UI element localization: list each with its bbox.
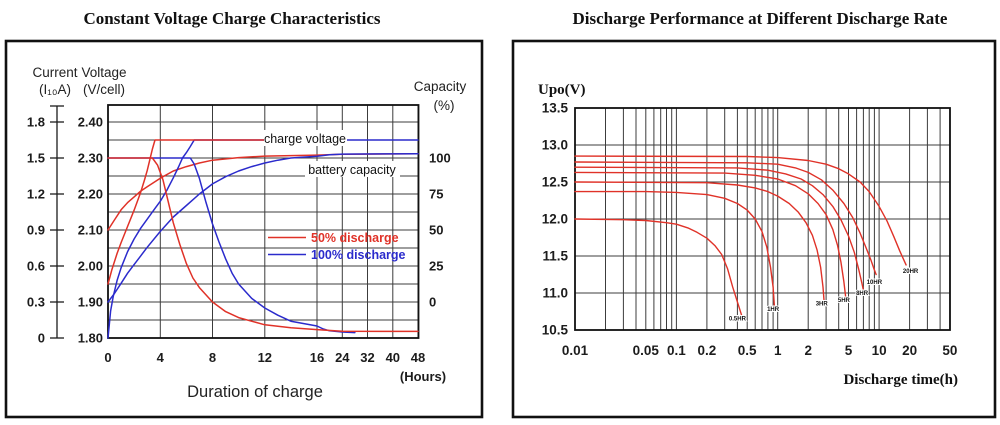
left-chart-title: Constant Voltage Charge Characteristics	[84, 9, 381, 28]
rate-label-10hr: 10HR	[867, 280, 883, 286]
left-plot-border	[107, 104, 420, 339]
current-tick-label: 0	[38, 331, 45, 346]
rate-label-0.5hr: 0.5HR	[729, 316, 747, 322]
current-scale-axis	[50, 105, 64, 339]
voltage-tick-label: 1.90	[78, 295, 103, 310]
curve-charge-current-100-discharge-	[107, 157, 356, 334]
voltage-tick-label: 2.10	[78, 223, 103, 238]
right-chart-title: Discharge Performance at Different Disch…	[573, 9, 948, 28]
voltage-tick-label: 2.00	[78, 259, 103, 274]
curve-3hr	[574, 181, 825, 305]
curve-0.5hr	[574, 218, 743, 316]
left-x-axis-unit: (Hours)	[400, 369, 446, 384]
capacity-axis-label: Capacity	[414, 79, 467, 94]
curve-10hr	[574, 161, 877, 276]
rate-label-8hr: 8HR	[856, 291, 869, 297]
curve-5hr	[574, 171, 847, 299]
left-chart-tick-labels: 1.8 1.5 1.2 0.9 0.6 0.3 0 2.40 2.30 2.20 2.10 2.00 1…	[27, 115, 451, 366]
left-x-tick-label: 24	[335, 350, 350, 365]
left-x-tick-label: 32	[360, 350, 374, 365]
curve-charge-current-50-discharge-	[107, 157, 419, 333]
right-chart-grid	[574, 107, 951, 331]
current-axis-unit: (I₁₀A)	[39, 82, 71, 97]
time-tick-label: 50	[942, 343, 957, 358]
left-x-tick-label: 40	[386, 350, 400, 365]
voltage-axis-label: Voltage	[81, 65, 126, 80]
current-tick-label: 1.2	[27, 187, 45, 202]
time-tick-label: 10	[872, 343, 887, 358]
discharge-performance-panel: Discharge Performance at Different Disch…	[511, 9, 997, 419]
capacity-tick-label: 100	[429, 151, 451, 166]
left-x-tick-label: 12	[258, 350, 272, 365]
upo-tick-label: 11.0	[542, 286, 568, 301]
charge-voltage-annotation: charge voltage	[264, 132, 346, 146]
time-tick-label: 0.05	[633, 343, 660, 358]
left-chart-frame	[4, 39, 484, 419]
curve-battery-capacity-100-discharge-	[107, 152, 419, 303]
right-chart-frame	[511, 39, 997, 419]
charge-voltage-label-bg	[264, 130, 347, 146]
left-x-tick-label: 48	[411, 350, 425, 365]
rate-label-3hr: 3HR	[816, 302, 829, 308]
current-tick-label: 0.3	[27, 295, 45, 310]
voltage-axis-unit: (V/cell)	[83, 82, 125, 97]
curve-battery-capacity-50-discharge-	[107, 152, 419, 231]
time-tick-label: 2	[804, 343, 812, 358]
capacity-tick-label: 25	[429, 259, 443, 274]
curve-charge-voltage-50-discharge-	[107, 139, 337, 285]
curve-8hr	[574, 166, 865, 293]
charge-characteristics-panel: Constant Voltage Charge Characteristics …	[4, 9, 484, 419]
current-tick-label: 0.6	[27, 259, 45, 274]
right-x-axis-title: Discharge time(h)	[843, 372, 958, 388]
legend-label-50pct: 50% discharge	[311, 231, 399, 245]
time-tick-label: 0.01	[562, 343, 589, 358]
left-chart-curves	[107, 139, 419, 339]
current-tick-label: 1.8	[27, 115, 45, 130]
capacity-tick-label: 50	[429, 223, 443, 238]
left-x-tick-label: 8	[209, 350, 216, 365]
time-tick-label: 0.1	[667, 343, 686, 358]
time-tick-label: 5	[845, 343, 853, 358]
left-x-axis-title: Duration of charge	[187, 383, 323, 401]
voltage-tick-label: 1.80	[78, 331, 103, 346]
rate-label-5hr: 5HR	[838, 298, 851, 304]
left-x-tick-label: 4	[157, 350, 165, 365]
upo-tick-label: 12.5	[542, 175, 569, 190]
time-tick-label: 1	[774, 343, 782, 358]
curve-1hr	[574, 190, 776, 309]
time-tick-label: 20	[902, 343, 917, 358]
current-tick-label: 0.9	[27, 223, 45, 238]
right-chart-tick-labels: 13.513.012.512.011.511.010.50.01 0.05 0.1 0…	[542, 101, 958, 359]
current-axis-label: Current	[32, 65, 77, 80]
battery-capacity-label-bg	[305, 161, 400, 177]
right-chart-curves: 0.5HR 1HR 3HR 5HR 8HR 10HR 20HR	[574, 155, 920, 323]
capacity-axis-unit: (%)	[434, 98, 455, 113]
rate-label-1hr: 1HR	[767, 307, 780, 313]
battery-capacity-annotation: battery capacity	[308, 163, 396, 177]
voltage-tick-label: 2.20	[78, 187, 103, 202]
capacity-tick-label: 0	[429, 295, 436, 310]
upo-tick-label: 12.0	[542, 212, 568, 227]
time-tick-label: 0.5	[738, 343, 757, 358]
left-x-tick-label: 16	[310, 350, 324, 365]
upo-tick-label: 13.5	[542, 101, 569, 116]
left-x-tick-label: 0	[104, 350, 111, 365]
voltage-tick-label: 2.30	[78, 151, 103, 166]
upo-tick-label: 10.5	[542, 323, 569, 338]
upo-tick-label: 13.0	[542, 138, 568, 153]
upo-axis-label: Upo(V)	[538, 82, 586, 98]
current-tick-label: 1.5	[27, 151, 45, 166]
rate-label-20hr: 20HR	[903, 269, 919, 275]
curve-charge-voltage-100-discharge-	[107, 139, 419, 339]
upo-tick-label: 11.5	[542, 249, 568, 264]
legend-label-100pct: 100% discharge	[311, 248, 406, 262]
curve-20hr	[574, 155, 907, 266]
left-chart-legend: 50% discharge 100% discharge	[268, 231, 406, 262]
capacity-tick-label: 75	[429, 187, 443, 202]
time-tick-label: 0.2	[698, 343, 717, 358]
voltage-tick-label: 2.40	[78, 115, 103, 130]
